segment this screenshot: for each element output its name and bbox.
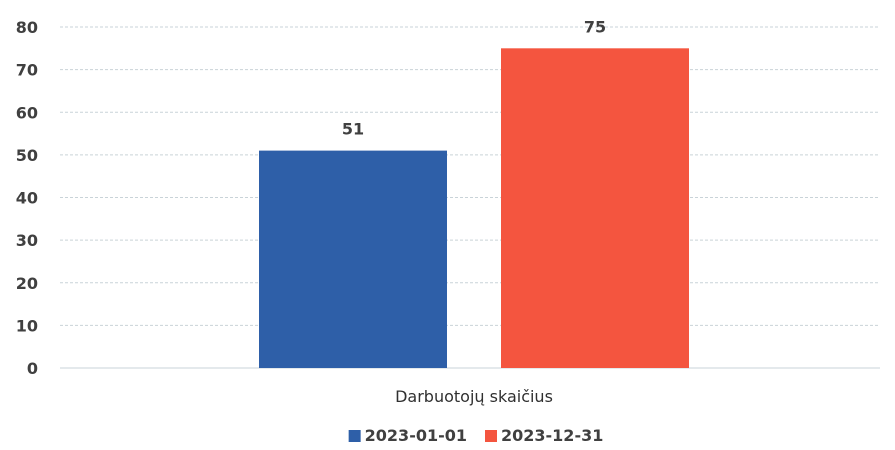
legend-swatch (348, 430, 361, 442)
y-tick-label: 70 (16, 61, 38, 80)
bars (259, 48, 689, 368)
y-axis-tick-labels: 0 10 20 30 40 50 60 70 80 (16, 18, 38, 378)
bar-2023-12-31 (501, 48, 689, 368)
legend-label: 2023-01-01 (365, 426, 467, 445)
legend: 2023-01-01 2023-12-31 (348, 426, 603, 445)
x-category-label: Darbuotojų skaičius (395, 387, 553, 406)
y-tick-label: 20 (16, 274, 38, 293)
y-tick-label: 60 (16, 103, 38, 122)
data-labels: 51 75 (342, 17, 606, 138)
data-label: 51 (342, 120, 364, 139)
legend-label: 2023-12-31 (501, 426, 603, 445)
x-axis-category-labels: Darbuotojų skaičius (395, 387, 553, 406)
y-tick-label: 50 (16, 146, 38, 165)
y-tick-label: 40 (16, 189, 38, 208)
y-tick-label: 0 (27, 359, 38, 378)
legend-swatch (485, 430, 497, 442)
y-tick-label: 80 (16, 18, 38, 37)
y-tick-label: 30 (16, 231, 38, 250)
bar-2023-01-01 (259, 150, 447, 368)
gridlines (60, 26, 880, 369)
y-tick-label: 10 (16, 316, 38, 335)
data-label: 75 (584, 17, 606, 36)
